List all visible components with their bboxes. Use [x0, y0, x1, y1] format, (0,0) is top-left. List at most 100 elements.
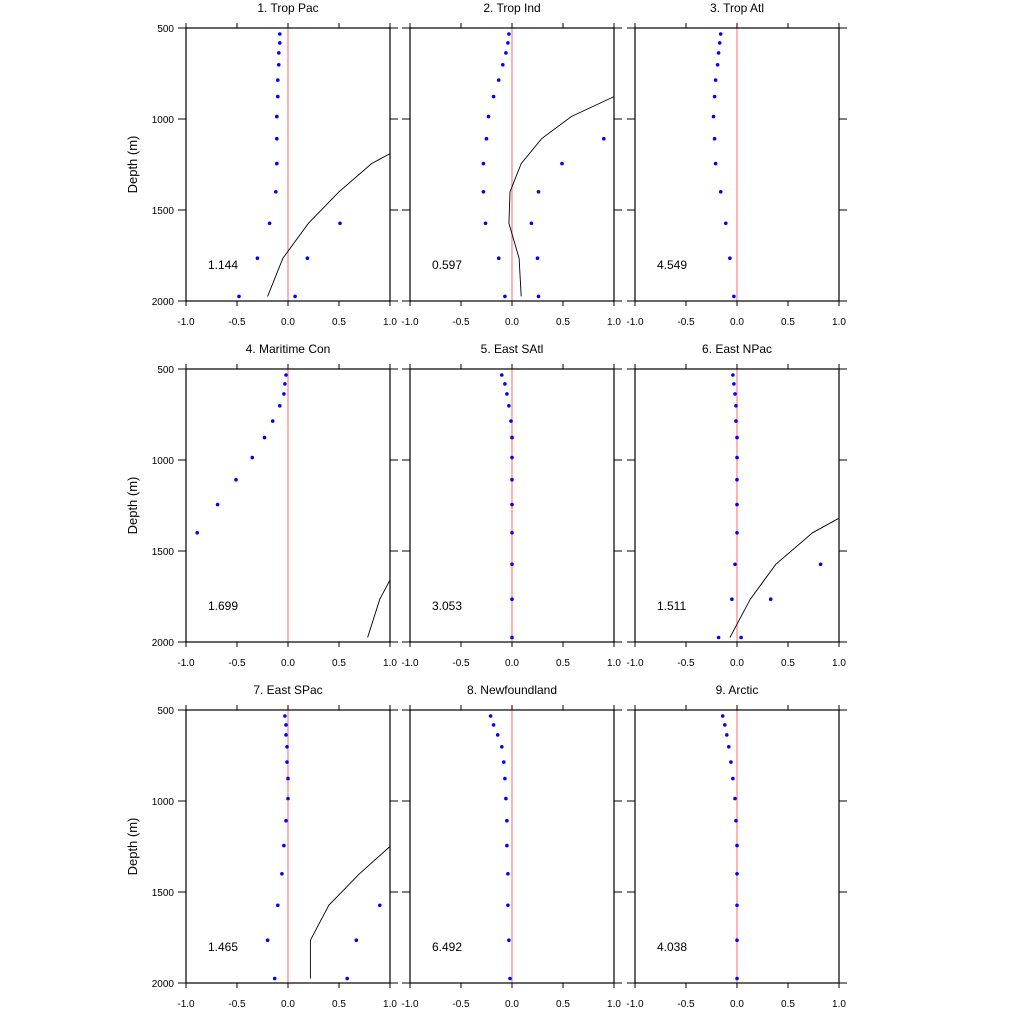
data-point [280, 872, 284, 876]
x-tick-label: 0.5 [332, 999, 346, 1010]
x-tick-label: -1.0 [626, 999, 644, 1010]
y-tick-label: 1500 [152, 206, 175, 217]
x-tick-label: 0.5 [556, 658, 570, 669]
data-point [378, 903, 382, 908]
x-tick-label: -1.0 [177, 999, 195, 1010]
data-point [354, 938, 359, 942]
curve-line [309, 846, 391, 979]
data-point [507, 404, 511, 408]
data-point [717, 41, 722, 45]
data-point [536, 294, 541, 299]
x-tick-label: -0.5 [452, 317, 470, 328]
panel-title: 6. East NPac [702, 342, 772, 356]
data-point [734, 419, 738, 423]
data-point [503, 382, 507, 386]
data-point [506, 41, 510, 45]
curve-line [267, 153, 391, 297]
panel-2: -1.0 -0.5 0.0 0.5 1.0 2. Trop Ind 0.597 [401, 1, 622, 328]
data-point [727, 745, 731, 749]
y-tick-label: 1000 [152, 115, 175, 126]
data-point [735, 976, 739, 981]
y-tick-label: 2000 [152, 638, 175, 649]
y-tick-label: 500 [157, 706, 174, 717]
data-point [503, 294, 507, 299]
curve-line [367, 579, 391, 638]
data-point [510, 635, 514, 640]
data-point [284, 373, 288, 377]
data-point [715, 63, 720, 67]
x-tick-label: 1.0 [832, 658, 846, 669]
x-tick-label: -0.5 [677, 317, 695, 328]
data-point [503, 776, 507, 781]
y-tick-label: 500 [157, 365, 174, 376]
x-tick-label: -1.0 [401, 317, 419, 328]
data-point [510, 435, 514, 440]
data-point [735, 843, 739, 848]
data-point [488, 714, 493, 718]
data-point [768, 597, 773, 601]
data-point [267, 221, 272, 226]
y-axis-label: Depth (m) [125, 818, 140, 876]
data-point [484, 136, 489, 141]
data-point [276, 94, 280, 99]
data-point [278, 41, 282, 45]
y-tick-label: 1000 [152, 456, 175, 467]
data-point [483, 221, 488, 226]
panel-annotation: 1.144 [208, 258, 238, 272]
data-point [735, 435, 739, 440]
y-tick-label: 1500 [152, 547, 175, 558]
data-point [275, 114, 279, 119]
x-tick-label: 0.0 [505, 658, 519, 669]
data-point [732, 382, 736, 386]
panel-8: -1.0 -0.5 0.0 0.5 1.0 8. Newfoundland 6.492 [401, 683, 622, 1010]
x-tick-label: -1.0 [626, 658, 644, 669]
data-point [277, 51, 281, 55]
x-tick-label: 0.0 [281, 999, 295, 1010]
y-tick-label: 1000 [152, 797, 175, 808]
data-point [505, 392, 509, 396]
data-point [535, 256, 540, 261]
data-point [293, 294, 297, 299]
data-point [272, 976, 277, 981]
x-tick-label: -1.0 [401, 658, 419, 669]
data-point [506, 872, 510, 876]
data-point [215, 502, 220, 507]
data-point [504, 796, 508, 801]
data-point [509, 419, 513, 423]
data-point [818, 562, 823, 567]
x-tick-label: 1.0 [607, 317, 621, 328]
x-tick-label: 0.0 [281, 317, 295, 328]
data-point [234, 477, 238, 482]
data-point [284, 733, 288, 737]
data-point [733, 562, 737, 567]
x-tick-label: -1.0 [401, 999, 419, 1010]
x-tick-label: -0.5 [677, 658, 695, 669]
panel-title: 5. East SAtl [481, 342, 544, 356]
data-point [732, 294, 736, 299]
data-point [508, 976, 512, 981]
data-point [495, 733, 500, 737]
x-tick-label: -0.5 [228, 317, 246, 328]
data-point [501, 63, 505, 67]
panel-title: 7. East SPac [253, 683, 322, 697]
data-point [510, 531, 514, 535]
data-point [255, 256, 260, 261]
x-tick-label: -1.0 [177, 317, 195, 328]
panel-title: 9. Arctic [716, 683, 759, 697]
curve-line [508, 96, 615, 297]
data-point [725, 733, 729, 737]
data-point [500, 373, 504, 377]
data-point [285, 745, 289, 749]
x-tick-label: 0.0 [730, 317, 744, 328]
data-point [602, 136, 606, 141]
data-point [735, 455, 739, 460]
data-point [735, 477, 739, 482]
data-point [237, 294, 241, 299]
data-point [735, 872, 739, 876]
data-point [729, 760, 733, 764]
x-tick-label: 0.5 [781, 999, 795, 1010]
panel-1: -1.0 -0.5 0.0 0.5 1.0 500 1000 1500 2000 1. Trop … [125, 1, 398, 328]
x-tick-label: 0.5 [556, 317, 570, 328]
data-point [282, 843, 286, 848]
